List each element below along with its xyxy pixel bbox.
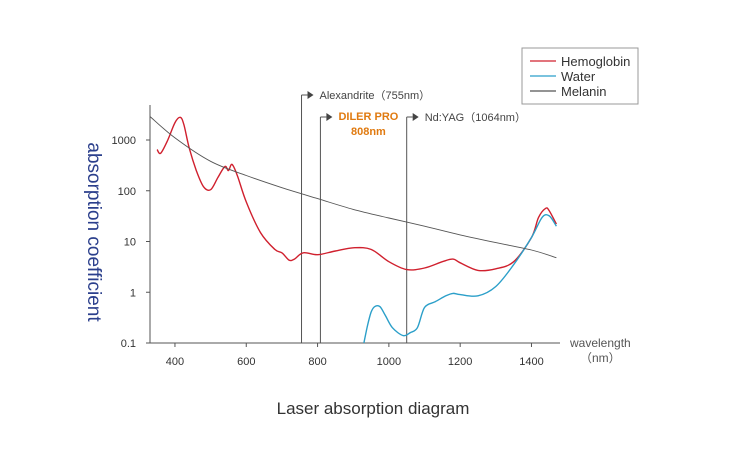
y-axis-label: absorption coefficient — [83, 142, 104, 322]
series-line-hemoglobin — [156, 116, 558, 272]
series-layer — [149, 116, 558, 344]
tick-labels: 0.1 1 10 100 1000 400 600 800 1000 1200 1400 — [112, 135, 544, 368]
x-tick-label: 1400 — [519, 356, 543, 368]
y-tick-label: 1000 — [112, 135, 136, 147]
x-axis-unit: （nm） — [580, 351, 621, 365]
x-tick-label: 600 — [237, 356, 255, 368]
y-tick-label: 100 — [118, 186, 136, 198]
x-tick-label: 400 — [166, 356, 184, 368]
legend-entry: Water — [561, 69, 596, 84]
laser-arrow-icon — [307, 91, 314, 99]
x-tick-label: 1000 — [377, 356, 401, 368]
x-tick-label: 1200 — [448, 356, 472, 368]
laser-annotations: Alexandrite（755nm） DILER PRO 808nm Nd:YAG（1… — [301, 89, 526, 343]
x-axis-label: wavelength — [569, 336, 631, 350]
legend-entry: Melanin — [561, 84, 607, 99]
laser-sublabel: 808nm — [351, 126, 386, 138]
laser-label: DILER PRO — [338, 111, 398, 123]
laser-label: Alexandrite（755nm） — [320, 89, 431, 102]
laser-arrow-icon — [412, 113, 419, 121]
legend-entry: Hemoglobin — [561, 54, 630, 69]
x-tick-label: 800 — [308, 356, 326, 368]
chart-caption: Laser absorption diagram — [277, 399, 470, 418]
y-tick-label: 1 — [130, 287, 136, 299]
laser-label: Nd:YAG（1064nm） — [425, 111, 526, 124]
axes — [146, 105, 560, 347]
y-tick-label: 0.1 — [121, 338, 136, 350]
series-line-water — [363, 213, 557, 344]
laser-arrow-icon — [326, 113, 333, 121]
y-tick-label: 10 — [124, 237, 136, 249]
series-line-melanin — [149, 116, 557, 259]
